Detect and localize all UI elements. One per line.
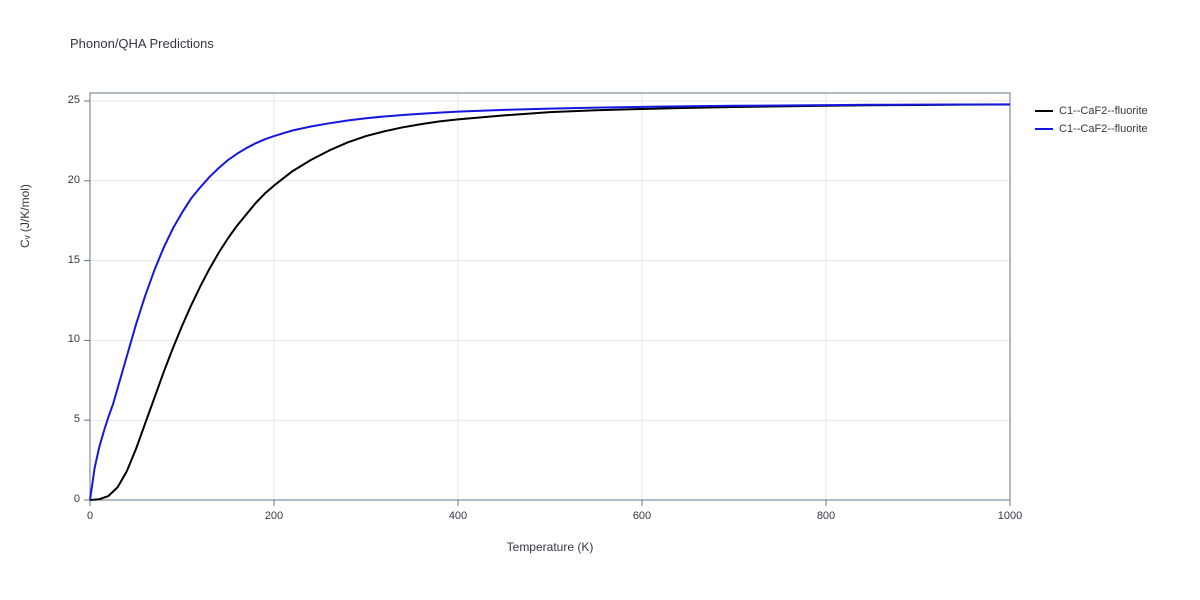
y-tick-label: 10 [50, 333, 80, 345]
x-tick-label: 0 [70, 510, 110, 522]
legend-item[interactable]: C1--CaF2--fluorite [1035, 123, 1148, 135]
y-tick-label: 20 [50, 174, 80, 186]
y-tick-label: 25 [50, 94, 80, 106]
y-tick-label: 5 [50, 413, 80, 425]
x-tick-label: 1000 [990, 510, 1030, 522]
legend-label: C1--CaF2--fluorite [1059, 105, 1148, 117]
x-tick-label: 200 [254, 510, 294, 522]
legend-swatch [1035, 110, 1053, 112]
legend-label: C1--CaF2--fluorite [1059, 123, 1148, 135]
series-line [90, 104, 1010, 500]
y-tick-label: 0 [50, 493, 80, 505]
x-tick-label: 600 [622, 510, 662, 522]
series-line [90, 104, 1010, 500]
legend-swatch [1035, 128, 1053, 130]
y-tick-label: 15 [50, 254, 80, 266]
legend-item[interactable]: C1--CaF2--fluorite [1035, 105, 1148, 117]
x-tick-label: 400 [438, 510, 478, 522]
x-tick-label: 800 [806, 510, 846, 522]
